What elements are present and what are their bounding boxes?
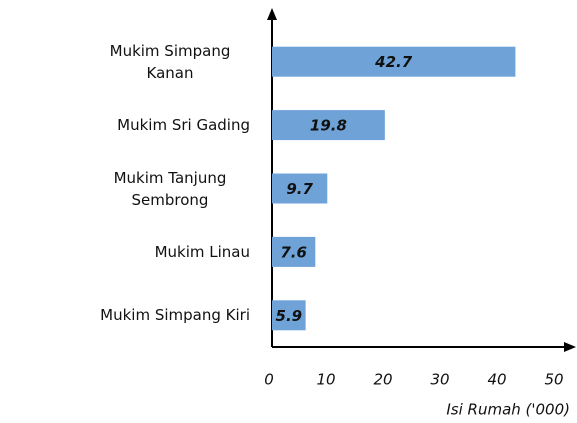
bar: [272, 46, 516, 77]
x-tick-label: 20: [373, 371, 392, 389]
bar: [272, 300, 306, 331]
x-tick-label: 50: [544, 371, 563, 389]
value-label: 42.7: [374, 53, 413, 71]
bar: [272, 110, 385, 141]
y-tick-label: Mukim Sri Gading: [117, 116, 250, 135]
bar: [272, 173, 328, 204]
x-axis-arrow: [564, 342, 576, 352]
x-tick-label: 10: [316, 371, 335, 389]
x-axis-label: Isi Rumah ('000): [446, 401, 570, 419]
y-tick-label: Mukim Simpang Kiri: [100, 306, 250, 325]
x-tick-label: 30: [430, 371, 449, 389]
bar: [272, 236, 316, 267]
x-tick-label: 40: [487, 371, 506, 389]
y-axis-arrow: [267, 8, 277, 20]
x-tick-label: 0: [264, 371, 274, 389]
value-label: 5.9: [276, 307, 303, 325]
y-tick-label: Mukim Linau: [154, 242, 250, 261]
value-label: 7.6: [280, 243, 307, 261]
value-label: 9.7: [286, 180, 313, 198]
y-tick-label: Mukim Simpang Kanan: [109, 41, 231, 82]
y-tick-label: Mukim Tanjung Sembrong: [113, 168, 227, 209]
value-label: 19.8: [310, 117, 347, 135]
